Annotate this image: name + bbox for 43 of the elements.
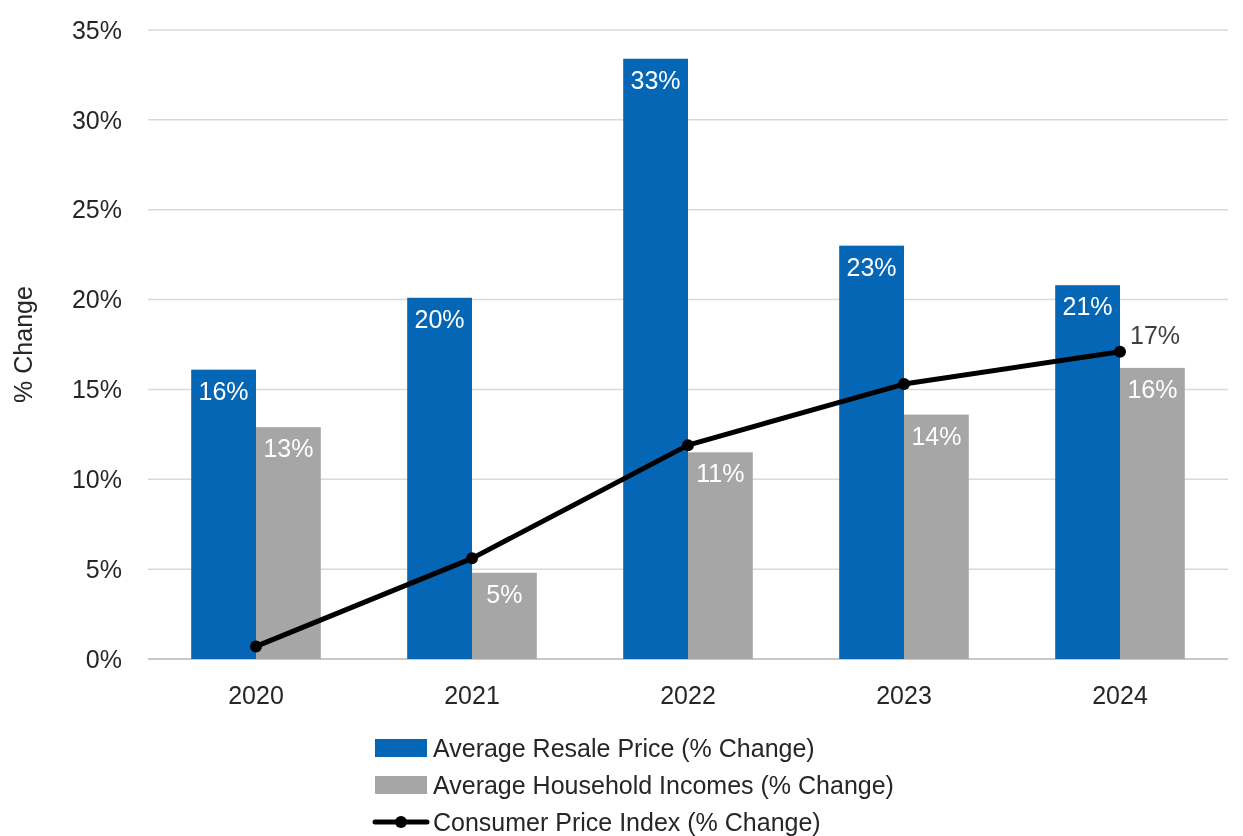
bar	[191, 369, 256, 659]
data-label: 5%	[486, 579, 523, 608]
x-tick-label: 2022	[660, 681, 716, 709]
legend-label: Average Household Incomes (% Change)	[433, 770, 894, 799]
data-label: 33%	[630, 65, 681, 94]
legend-label: Consumer Price Index (% Change)	[433, 807, 821, 836]
point	[466, 552, 478, 565]
data-label: 13%	[263, 434, 314, 463]
y-tick-label: 0%	[85, 644, 122, 673]
data-label: 11%	[696, 459, 745, 488]
y-tick-label: 10%	[71, 465, 122, 494]
bar	[839, 245, 904, 659]
bar	[623, 58, 688, 659]
bar	[1055, 285, 1120, 659]
y-tick-label: 20%	[71, 285, 122, 314]
data-label: 20%	[414, 304, 465, 333]
legend-label: Average Resale Price (% Change)	[433, 733, 815, 762]
x-tick-label: 2021	[444, 681, 500, 709]
x-tick-label: 2023	[876, 681, 932, 709]
data-label: 23%	[846, 252, 897, 281]
point	[250, 640, 262, 653]
y-tick-label: 30%	[71, 105, 122, 134]
point	[682, 439, 694, 452]
y-axis-title: % Change	[9, 286, 37, 403]
bar	[904, 414, 969, 659]
bar	[256, 427, 321, 659]
data-label: 16%	[1127, 374, 1178, 403]
bar	[407, 297, 472, 659]
data-label: 17%	[1130, 320, 1181, 349]
bar	[688, 452, 753, 659]
data-label: 21%	[1062, 292, 1113, 321]
data-label: 16%	[198, 376, 249, 405]
point	[1114, 345, 1126, 358]
y-tick-label: 35%	[71, 15, 122, 44]
x-tick-label: 2020	[228, 681, 284, 709]
y-tick-label: 15%	[71, 375, 122, 404]
y-tick-label: 5%	[85, 554, 122, 583]
y-tick-label: 25%	[71, 195, 122, 224]
bar	[1120, 367, 1185, 659]
point	[898, 378, 910, 391]
x-tick-label: 2024	[1092, 681, 1148, 709]
bar	[472, 572, 537, 659]
data-label: 14%	[911, 421, 962, 450]
